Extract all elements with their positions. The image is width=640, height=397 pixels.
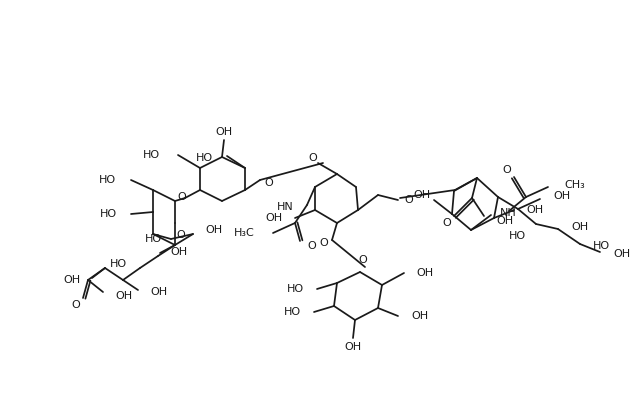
Text: OH: OH — [411, 311, 428, 321]
Text: O: O — [72, 300, 81, 310]
Text: HO: HO — [509, 231, 526, 241]
Text: OH: OH — [205, 225, 222, 235]
Text: OH: OH — [344, 342, 362, 352]
Text: HO: HO — [284, 307, 301, 317]
Text: OH: OH — [413, 190, 431, 200]
Text: OH: OH — [553, 191, 570, 201]
Text: HO: HO — [143, 150, 160, 160]
Text: OH: OH — [526, 205, 543, 215]
Text: OH: OH — [63, 275, 80, 285]
Text: OH: OH — [496, 216, 513, 226]
Text: O: O — [264, 178, 273, 188]
Text: OH: OH — [115, 291, 132, 301]
Text: O: O — [443, 218, 451, 228]
Text: O: O — [176, 230, 185, 240]
Text: OH: OH — [170, 247, 187, 257]
Text: OH: OH — [571, 222, 588, 232]
Text: HO: HO — [99, 175, 116, 185]
Text: NH: NH — [500, 208, 516, 218]
Text: O: O — [177, 192, 186, 202]
Text: HO: HO — [110, 259, 127, 269]
Text: HO: HO — [196, 153, 213, 163]
Text: HO: HO — [100, 209, 117, 219]
Text: O: O — [404, 195, 413, 205]
Text: HN: HN — [277, 202, 294, 212]
Text: OH: OH — [150, 287, 167, 297]
Text: OH: OH — [416, 268, 433, 278]
Text: O: O — [308, 153, 317, 163]
Text: H₃C: H₃C — [234, 228, 255, 238]
Text: OH: OH — [266, 213, 283, 223]
Text: CH₃: CH₃ — [564, 180, 585, 190]
Text: OH: OH — [613, 249, 630, 259]
Text: HO: HO — [287, 284, 304, 294]
Text: HO: HO — [593, 241, 610, 251]
Text: O: O — [307, 241, 316, 251]
Text: O: O — [358, 255, 367, 265]
Text: O: O — [502, 165, 511, 175]
Text: O: O — [319, 238, 328, 248]
Text: HO: HO — [145, 234, 162, 244]
Text: OH: OH — [216, 127, 232, 137]
